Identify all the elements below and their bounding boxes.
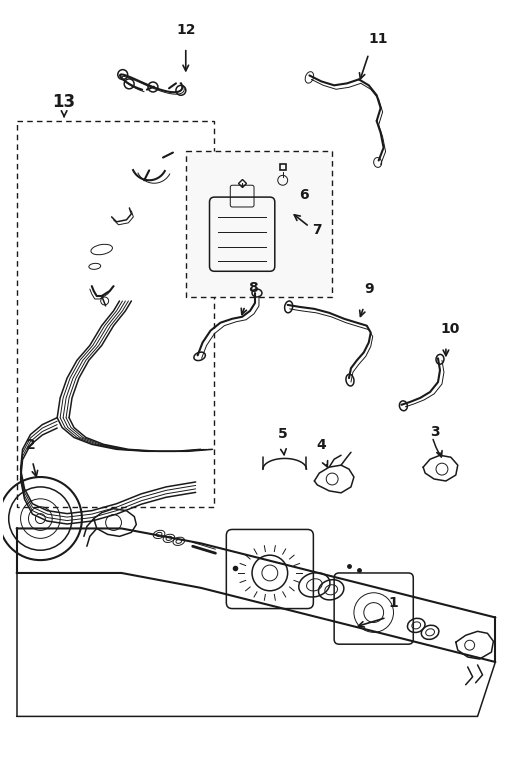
Text: 10: 10: [440, 321, 460, 335]
Text: 5: 5: [278, 428, 288, 442]
Text: 12: 12: [176, 23, 196, 36]
Text: 1: 1: [389, 595, 398, 610]
Text: 2: 2: [26, 438, 35, 452]
Text: 7: 7: [312, 223, 322, 237]
Bar: [186, 151, 332, 297]
Text: 9: 9: [364, 282, 374, 296]
Text: 6: 6: [300, 188, 309, 202]
Text: 13: 13: [53, 93, 76, 111]
Text: 4: 4: [316, 438, 326, 452]
Bar: [16, 121, 215, 507]
Text: 3: 3: [430, 425, 440, 439]
Text: 11: 11: [369, 32, 389, 46]
Text: 8: 8: [248, 281, 258, 295]
